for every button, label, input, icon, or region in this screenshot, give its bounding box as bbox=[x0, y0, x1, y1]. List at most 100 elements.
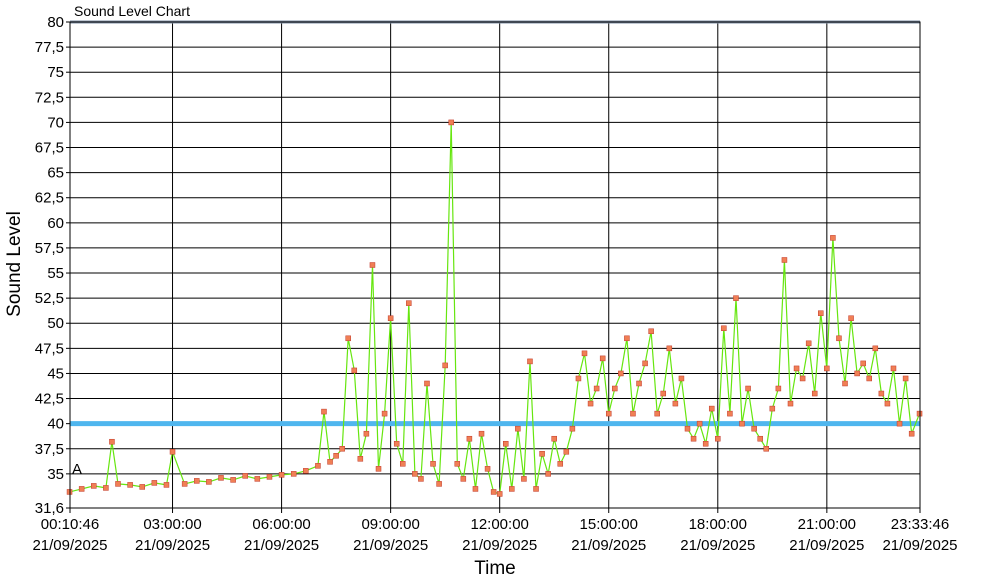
data-point bbox=[666, 345, 673, 352]
data-point bbox=[424, 380, 430, 387]
data-point bbox=[799, 375, 806, 382]
y-tick-label: 60 bbox=[47, 215, 64, 232]
y-tick-label: 50 bbox=[47, 315, 64, 332]
plot-frame bbox=[69, 21, 921, 509]
data-point bbox=[357, 456, 364, 462]
y-tick-label: 65 bbox=[47, 165, 64, 182]
data-point bbox=[521, 476, 527, 482]
data-point bbox=[545, 471, 551, 477]
data-point bbox=[642, 360, 648, 367]
data-point bbox=[902, 375, 909, 382]
data-point bbox=[690, 435, 697, 442]
data-point bbox=[412, 471, 418, 477]
data-point bbox=[636, 380, 642, 387]
data-point bbox=[769, 405, 776, 412]
data-point bbox=[496, 491, 503, 497]
y-tick-label: 37,5 bbox=[35, 441, 64, 458]
data-point bbox=[569, 425, 576, 432]
x-tick-date-label: 21/09/2025 bbox=[789, 537, 864, 554]
data-point bbox=[581, 350, 588, 357]
y-tick-label: 77,5 bbox=[35, 39, 64, 56]
data-point bbox=[684, 425, 691, 432]
x-tick-time-label: 03:00:00 bbox=[143, 516, 201, 533]
x-tick-date-label: 21/09/2025 bbox=[353, 537, 428, 554]
x-tick-date-label: 21/09/2025 bbox=[571, 537, 646, 554]
data-point bbox=[163, 482, 170, 488]
data-point bbox=[757, 435, 763, 442]
data-point bbox=[502, 440, 509, 447]
data-point bbox=[721, 325, 727, 332]
y-tick-label: 47,5 bbox=[35, 340, 64, 357]
data-point bbox=[387, 315, 394, 321]
data-point bbox=[290, 471, 297, 477]
data-point bbox=[830, 235, 836, 241]
data-point bbox=[848, 315, 854, 321]
x-tick-date-label: 21/09/2025 bbox=[135, 537, 210, 554]
data-point bbox=[618, 370, 624, 377]
data-point bbox=[605, 410, 612, 417]
data-point bbox=[763, 446, 770, 452]
data-point bbox=[466, 435, 473, 442]
x-tick-time-label: 12:00:00 bbox=[470, 516, 528, 533]
data-point bbox=[660, 390, 667, 397]
data-point bbox=[400, 461, 406, 467]
data-point bbox=[369, 262, 376, 268]
chart-title: Sound Level Chart bbox=[74, 3, 190, 19]
data-point bbox=[866, 375, 873, 382]
data-point bbox=[854, 370, 860, 377]
data-point bbox=[715, 435, 721, 442]
data-point bbox=[824, 365, 830, 372]
data-point bbox=[484, 466, 491, 472]
x-tick-time-label: 09:00:00 bbox=[361, 516, 419, 533]
data-point bbox=[321, 408, 327, 415]
data-point bbox=[393, 440, 400, 447]
data-point bbox=[872, 345, 879, 352]
series-line bbox=[69, 122, 921, 495]
data-point bbox=[115, 481, 121, 487]
data-point bbox=[878, 390, 885, 397]
data-point bbox=[351, 367, 358, 374]
data-point bbox=[593, 385, 600, 392]
data-point bbox=[509, 486, 515, 492]
data-point bbox=[375, 466, 382, 472]
data-point bbox=[206, 479, 212, 485]
data-point bbox=[860, 360, 866, 367]
data-point bbox=[454, 461, 461, 467]
data-point bbox=[127, 482, 133, 488]
data-point bbox=[775, 385, 782, 392]
data-point bbox=[811, 390, 818, 397]
data-point bbox=[345, 335, 351, 342]
data-point bbox=[303, 468, 309, 474]
x-tick-time-label: 18:00:00 bbox=[689, 516, 747, 533]
data-point bbox=[787, 400, 794, 407]
data-point bbox=[139, 484, 145, 490]
data-point bbox=[781, 257, 788, 263]
series-group bbox=[69, 122, 921, 495]
data-point bbox=[599, 355, 606, 362]
data-point bbox=[648, 328, 654, 335]
data-point bbox=[478, 430, 485, 437]
data-point bbox=[442, 362, 448, 369]
data-point bbox=[575, 375, 582, 382]
x-tick-date-label: 21/09/2025 bbox=[32, 537, 107, 554]
data-point bbox=[805, 340, 812, 347]
y-tick-label: 62,5 bbox=[35, 190, 64, 207]
data-point bbox=[654, 410, 660, 417]
data-point bbox=[908, 430, 915, 437]
data-point bbox=[739, 420, 745, 427]
data-point bbox=[169, 449, 176, 455]
x-tick-date-label: 21/09/2025 bbox=[680, 537, 755, 554]
data-point bbox=[836, 335, 842, 342]
data-point bbox=[612, 385, 618, 392]
y-tick-label: 52,5 bbox=[35, 290, 64, 307]
data-point bbox=[884, 400, 891, 407]
data-point bbox=[842, 380, 848, 387]
markers-group bbox=[66, 119, 923, 497]
data-point bbox=[890, 365, 897, 372]
y-tick-label: 55 bbox=[47, 265, 64, 282]
y-tick-label: 45 bbox=[47, 365, 64, 382]
data-point bbox=[109, 438, 115, 445]
x-axis-ticks: 00:10:46 21/09/2025 03:00:00 21/09/2025 06:0… bbox=[32, 508, 958, 554]
data-point bbox=[460, 476, 467, 482]
data-point bbox=[527, 358, 533, 365]
